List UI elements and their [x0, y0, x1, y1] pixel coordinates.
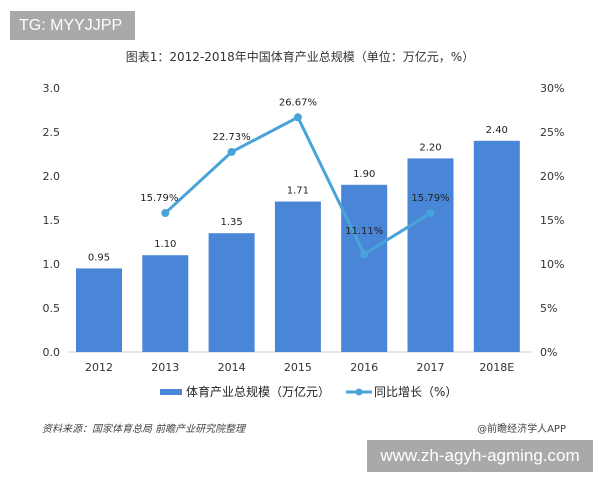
left-tick-label: 2.5: [43, 126, 61, 139]
line-data-label: 15.79%: [140, 193, 178, 204]
right-tick-label: 0%: [540, 346, 557, 359]
bar-data-label: 1.90: [353, 169, 375, 180]
line-point: [293, 113, 302, 122]
right-tick-label: 25%: [540, 126, 564, 139]
line-data-label: 22.73%: [213, 132, 251, 143]
x-tick-label: 2018E: [479, 361, 514, 374]
chart-title: 图表1：2012-2018年中国体育产业总规模（单位：万亿元，%）: [125, 50, 475, 64]
left-tick-label: 0.0: [43, 346, 61, 359]
left-tick-label: 1.5: [43, 214, 61, 227]
left-tick-label: 1.0: [43, 258, 61, 271]
left-tick-label: 0.5: [43, 302, 61, 315]
line-data-label: 11.11%: [345, 226, 383, 237]
bar-data-label: 0.95: [88, 252, 110, 263]
bar-data-label: 1.35: [220, 217, 242, 228]
line-data-label: 26.67%: [279, 97, 317, 108]
bar: [208, 233, 255, 352]
bar-data-label: 2.40: [486, 125, 508, 136]
x-tick-label: 2013: [151, 361, 179, 374]
bar-data-label: 1.10: [154, 239, 176, 250]
legend-line-marker: [355, 388, 363, 396]
legend-line-label: 同比增长（%）: [374, 385, 457, 399]
x-tick-label: 2014: [218, 361, 246, 374]
legend-bar-swatch: [160, 389, 182, 395]
line-data-label: 15.79%: [411, 193, 449, 204]
bar: [274, 201, 321, 352]
right-tick-label: 5%: [540, 302, 557, 315]
right-tick-label: 30%: [540, 82, 564, 95]
left-tick-label: 2.0: [43, 170, 61, 183]
x-tick-label: 2017: [417, 361, 445, 374]
line-point: [227, 147, 236, 156]
tg-badge: TG: MYYJJPP: [10, 11, 135, 40]
right-tick-label: 10%: [540, 258, 564, 271]
bar: [407, 158, 454, 352]
bar-data-label: 2.20: [419, 142, 441, 153]
left-tick-label: 3.0: [43, 82, 61, 95]
x-tick-label: 2012: [85, 361, 113, 374]
bar-data-label: 1.71: [287, 186, 309, 197]
bar: [142, 255, 189, 352]
bar: [341, 184, 388, 352]
x-tick-label: 2016: [350, 361, 378, 374]
bar: [76, 268, 122, 352]
line-point: [426, 209, 435, 218]
x-tick-label: 2015: [284, 361, 312, 374]
line-point: [360, 250, 369, 259]
line-point: [161, 209, 170, 218]
right-tick-label: 20%: [540, 170, 564, 183]
source-note: 资料来源：国家体育总局 前瞻产业研究院整理: [42, 424, 246, 435]
site-watermark: www.zh-agyh-agming.com: [367, 440, 593, 472]
bar: [473, 140, 520, 352]
legend-bar-label: 体育产业总规模（万亿元）: [186, 384, 330, 399]
credit: @前瞻经济学人APP: [477, 424, 566, 435]
right-tick-label: 15%: [540, 214, 564, 227]
